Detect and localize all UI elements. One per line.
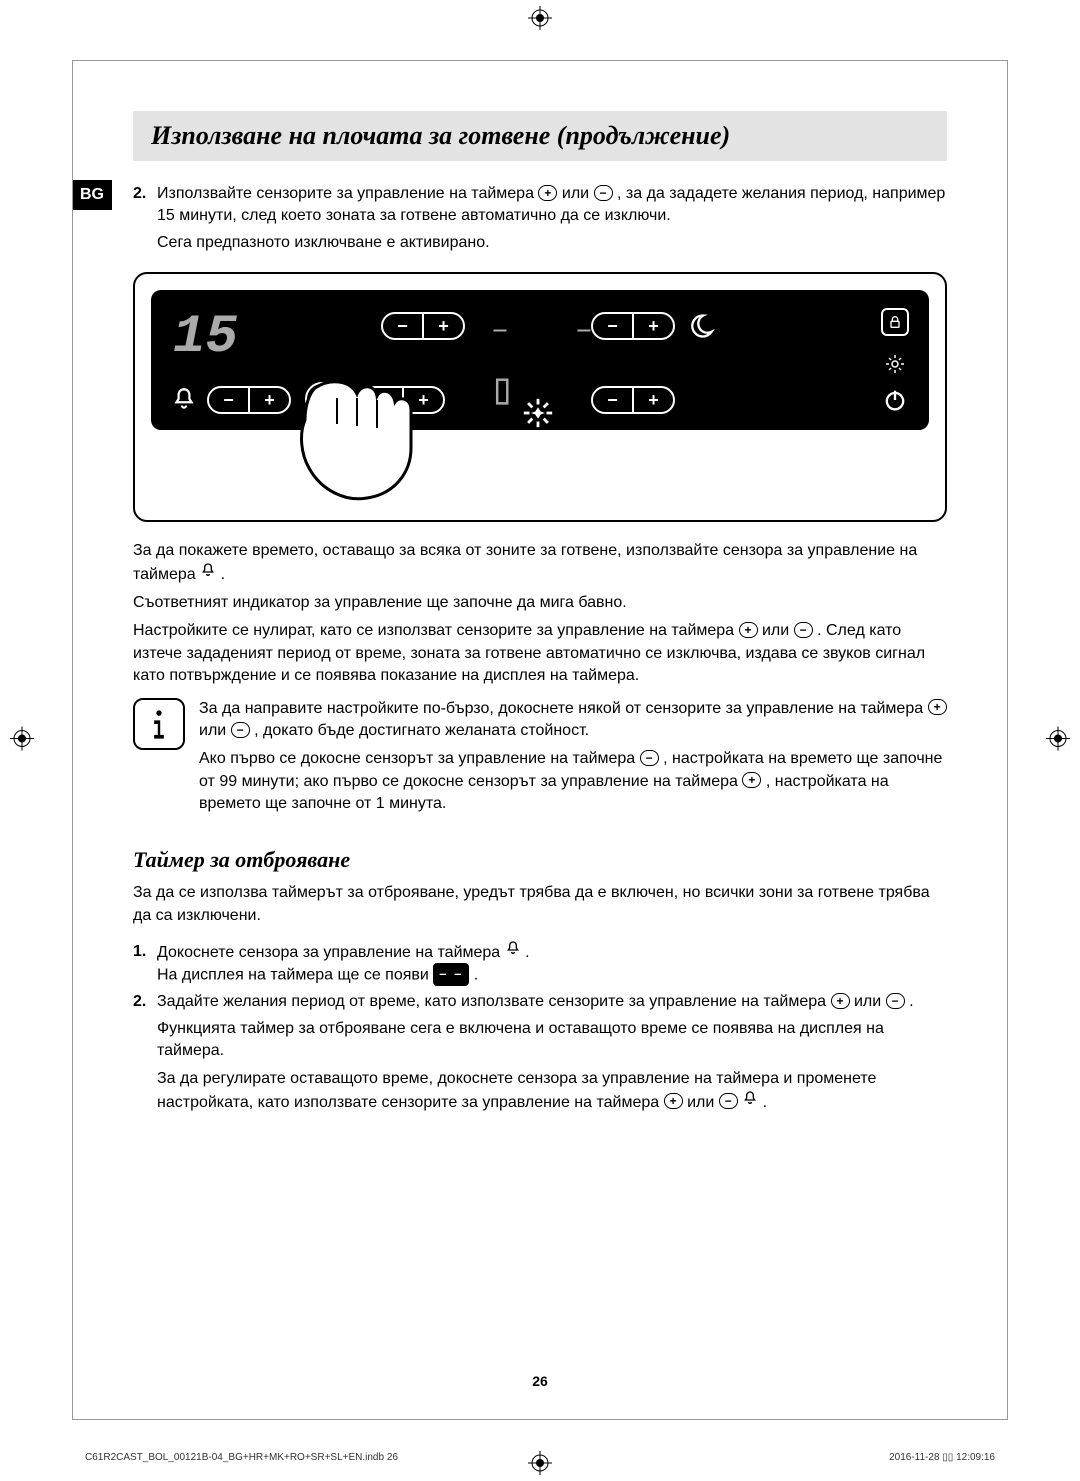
- body-content: 2. Използвайте сензорите за управление н…: [133, 183, 947, 1120]
- plus-icon: +: [742, 772, 761, 788]
- section-title-bar: Използване на плочата за готвене (продъл…: [133, 111, 947, 161]
- control-panel: 15 −+ – – −+: [151, 290, 929, 430]
- burst-icon: [521, 396, 555, 437]
- info-text: За да направите настройките по-бързо, до…: [199, 698, 947, 822]
- step-2-top: 2. Използвайте сензорите за управление н…: [133, 183, 947, 260]
- timer-adjust[interactable]: −+: [207, 386, 291, 414]
- footer-timestamp: 2016-11-28 ▯▯ 12:09:16: [889, 1452, 995, 1463]
- hand-pointer-illustration: [295, 376, 495, 513]
- lock-button[interactable]: [881, 308, 909, 336]
- sun-icon: [883, 352, 907, 383]
- step-text: Използвайте сензорите за управление на т…: [157, 183, 947, 260]
- bell-icon: [505, 940, 521, 963]
- page-number: 26: [73, 1373, 1007, 1389]
- bell-icon: [742, 1090, 758, 1113]
- countdown-step-1: 1. Докоснете сензора за управление на та…: [133, 941, 947, 987]
- dash-display-icon: – –: [433, 963, 469, 985]
- minus-icon: −: [719, 1093, 738, 1109]
- para-indicator-blink: Съответният индикатор за управление ще з…: [133, 592, 947, 614]
- center-display: – –: [491, 310, 603, 352]
- reg-mark-left: [10, 726, 34, 755]
- plus-icon: +: [739, 622, 758, 638]
- reg-mark-top: [528, 6, 552, 30]
- moon-icon: [687, 312, 715, 347]
- countdown-step-2: 2. Задайте желания период от време, като…: [133, 991, 947, 1120]
- plus-icon: +: [664, 1093, 683, 1109]
- step-text: Задайте желания период от време, като из…: [157, 991, 947, 1120]
- bell-icon: [200, 562, 216, 585]
- zone4-adjust[interactable]: −+: [591, 386, 675, 414]
- countdown-heading: Таймер за отброяване: [133, 845, 947, 876]
- minus-icon: −: [794, 622, 813, 638]
- zone1-adjust[interactable]: −+: [381, 312, 465, 340]
- footer-filename: C61R2CAST_BOL_00121B-04_BG+HR+MK+RO+SR+S…: [85, 1452, 398, 1463]
- step-text: Докоснете сензора за управление на тайме…: [157, 941, 530, 987]
- plus-icon: +: [928, 699, 947, 715]
- step-number: 2.: [133, 183, 157, 260]
- power-icon[interactable]: [881, 386, 909, 421]
- step-number: 1.: [133, 941, 157, 987]
- timer-display: 15: [173, 300, 238, 376]
- reg-mark-bottom: [528, 1451, 552, 1475]
- info-icon: [133, 698, 185, 750]
- step-number: 2.: [133, 991, 157, 1120]
- countdown-intro: За да се използва таймерът за отброяване…: [133, 882, 947, 927]
- plus-icon: +: [538, 185, 557, 201]
- section-title: Използване на плочата за готвене (продъл…: [151, 121, 730, 150]
- info-note: За да направите настройките по-бързо, до…: [133, 698, 947, 822]
- bell-icon: [171, 386, 197, 419]
- para-show-time: За да покажете времето, оставащо за всяк…: [133, 540, 947, 586]
- minus-icon: −: [594, 185, 613, 201]
- minus-icon: −: [231, 722, 250, 738]
- reg-mark-right: [1046, 726, 1070, 755]
- minus-icon: −: [640, 750, 659, 766]
- page-frame: Използване на плочата за готвене (продъл…: [72, 60, 1008, 1420]
- minus-icon: −: [886, 993, 905, 1009]
- plus-icon: +: [831, 993, 850, 1009]
- zone2-adjust[interactable]: −+: [591, 312, 675, 340]
- para-reset: Настройките се нулират, като се използва…: [133, 620, 947, 687]
- control-panel-figure: 15 −+ – – −+: [133, 272, 947, 522]
